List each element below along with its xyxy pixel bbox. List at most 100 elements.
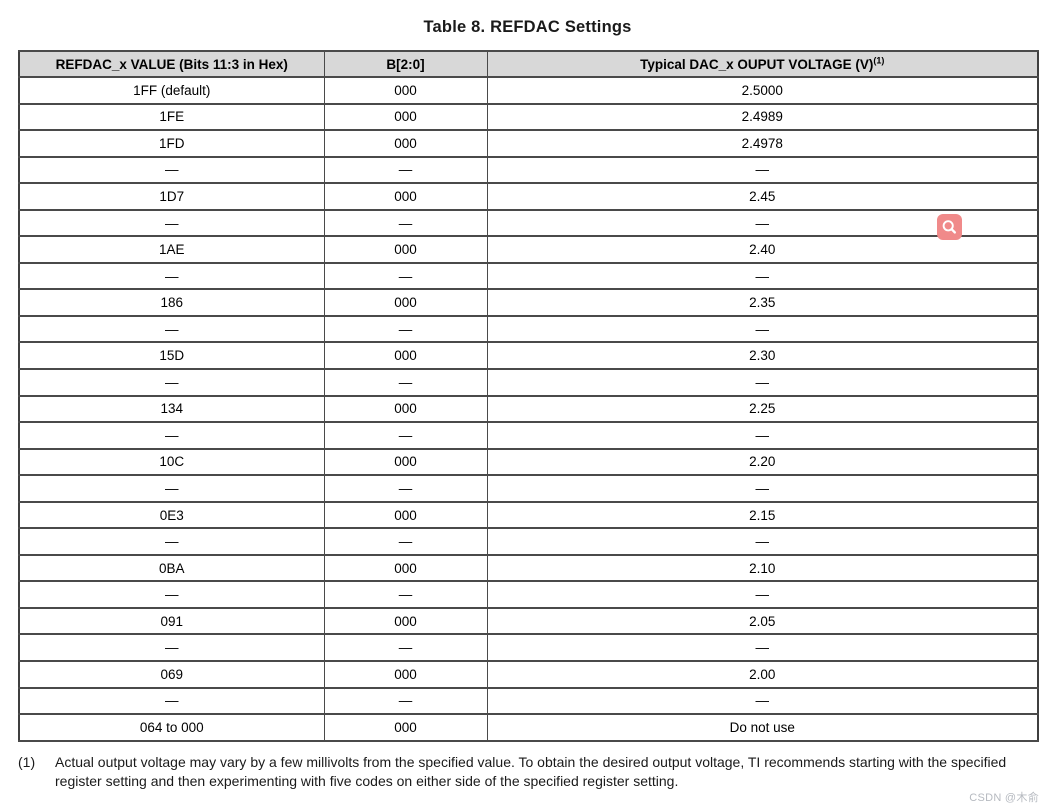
cell-output-voltage: 2.4978	[486, 129, 1039, 158]
cell-output-voltage: —	[486, 580, 1039, 609]
cell-b20: 000	[323, 394, 488, 424]
cell-output-voltage: —	[486, 421, 1039, 450]
footnote-marker: (1)	[18, 754, 36, 770]
cell-refdac-value: —	[18, 155, 325, 185]
table-row: — — —	[18, 633, 1039, 663]
cell-b20: 000	[323, 129, 488, 158]
table-row: 0BA 000 2.10	[18, 553, 1039, 583]
cell-refdac-value: 0E3	[18, 500, 325, 530]
cell-b20: —	[323, 208, 488, 238]
cell-b20: —	[323, 155, 488, 185]
cell-output-voltage: —	[486, 633, 1039, 663]
table-row: 1FF (default) 000 2.5000	[18, 76, 1039, 105]
cell-refdac-value: 091	[18, 606, 325, 636]
cell-output-voltage: 2.5000	[486, 76, 1039, 105]
cell-output-voltage: —	[486, 261, 1039, 291]
table-row: — — —	[18, 314, 1039, 344]
cell-b20: 000	[323, 235, 488, 264]
cell-output-voltage: —	[486, 686, 1039, 716]
cell-b20: —	[323, 633, 488, 663]
table-row: — — —	[18, 474, 1039, 503]
table-row: — — —	[18, 686, 1039, 716]
table-row: 0E3 000 2.15	[18, 500, 1039, 530]
column-header-output-voltage-label: Typical DAC_x OUPUT VOLTAGE (V)	[640, 56, 874, 72]
cell-refdac-value: —	[18, 633, 325, 663]
table-body: 1FF (default) 000 2.5000 1FE 000 2.4989 …	[18, 76, 1039, 742]
cell-refdac-value: 1FE	[18, 102, 325, 132]
refdac-settings-table: REFDAC_x VALUE (Bits 11:3 in Hex) B[2:0]…	[18, 50, 1039, 742]
table-row: 091 000 2.05	[18, 606, 1039, 636]
cell-refdac-value: —	[18, 261, 325, 291]
cell-refdac-value: 0BA	[18, 553, 325, 583]
table-row: 15D 000 2.30	[18, 341, 1039, 370]
table-row: 1AE 000 2.40	[18, 235, 1039, 264]
cell-b20: —	[323, 314, 488, 344]
cell-refdac-value: —	[18, 314, 325, 344]
cell-refdac-value: —	[18, 580, 325, 609]
cell-output-voltage: —	[486, 368, 1039, 397]
cell-output-voltage: 2.00	[486, 660, 1039, 689]
table-header: REFDAC_x VALUE (Bits 11:3 in Hex) B[2:0]…	[18, 50, 1039, 78]
cell-output-voltage: —	[486, 474, 1039, 503]
table-row: 10C 000 2.20	[18, 447, 1039, 477]
table-row: 1D7 000 2.45	[18, 182, 1039, 211]
cell-output-voltage: 2.35	[486, 288, 1039, 317]
table-row: — — —	[18, 368, 1039, 397]
cell-refdac-value: 15D	[18, 341, 325, 370]
table-row: — — —	[18, 580, 1039, 609]
cell-output-voltage: 2.20	[486, 447, 1039, 477]
cell-b20: —	[323, 527, 488, 556]
cell-refdac-value: 069	[18, 660, 325, 689]
cell-b20: 000	[323, 606, 488, 636]
cell-output-voltage: 2.40	[486, 235, 1039, 264]
footnote-ref: (1)	[873, 55, 885, 65]
cell-refdac-value: —	[18, 368, 325, 397]
cell-refdac-value: —	[18, 208, 325, 238]
table-row: 134 000 2.25	[18, 394, 1039, 424]
cell-output-voltage: —	[486, 155, 1039, 185]
cell-b20: 000	[323, 713, 488, 742]
cell-b20: 000	[323, 660, 488, 689]
cell-b20: —	[323, 580, 488, 609]
table-title: Table 8. REFDAC Settings	[423, 18, 632, 36]
cell-b20: 000	[323, 447, 488, 477]
table-row: — — —	[18, 155, 1039, 185]
cell-b20: 000	[323, 500, 488, 530]
cell-output-voltage: 2.45	[486, 182, 1039, 211]
table-row: 069 000 2.00	[18, 660, 1039, 689]
zoom-button[interactable]	[937, 214, 962, 240]
cell-output-voltage: —	[486, 314, 1039, 344]
cell-output-voltage: 2.4989	[486, 102, 1039, 132]
table-row: — — —	[18, 261, 1039, 291]
cell-refdac-value: —	[18, 527, 325, 556]
cell-output-voltage: —	[486, 527, 1039, 556]
table-row: — — —	[18, 527, 1039, 556]
table-row: 064 to 000 000 Do not use	[18, 713, 1039, 742]
cell-b20: —	[323, 368, 488, 397]
cell-b20: —	[323, 421, 488, 450]
cell-output-voltage: 2.30	[486, 341, 1039, 370]
cell-b20: —	[323, 686, 488, 716]
cell-refdac-value: 1FF (default)	[18, 76, 325, 105]
magnifier-icon	[940, 218, 959, 237]
table-row: 186 000 2.35	[18, 288, 1039, 317]
cell-refdac-value: 1D7	[18, 182, 325, 211]
cell-b20: 000	[323, 182, 488, 211]
table-row: — — —	[18, 421, 1039, 450]
watermark: CSDN @木俞	[969, 792, 1039, 804]
cell-b20: 000	[323, 553, 488, 583]
cell-output-voltage: 2.10	[486, 553, 1039, 583]
table-row: 1FE 000 2.4989	[18, 102, 1039, 132]
cell-b20: 000	[323, 341, 488, 370]
column-header-output-voltage: Typical DAC_x OUPUT VOLTAGE (V)(1)	[486, 50, 1039, 78]
cell-output-voltage: Do not use	[486, 713, 1039, 742]
cell-output-voltage: 2.05	[486, 606, 1039, 636]
cell-b20: —	[323, 474, 488, 503]
table-row: — — —	[18, 208, 1039, 238]
footnote: (1) Actual output voltage may vary by a …	[18, 753, 1032, 791]
cell-refdac-value: 1FD	[18, 129, 325, 158]
table-row: 1FD 000 2.4978	[18, 129, 1039, 158]
cell-output-voltage: 2.15	[486, 500, 1039, 530]
cell-refdac-value: 1AE	[18, 235, 325, 264]
